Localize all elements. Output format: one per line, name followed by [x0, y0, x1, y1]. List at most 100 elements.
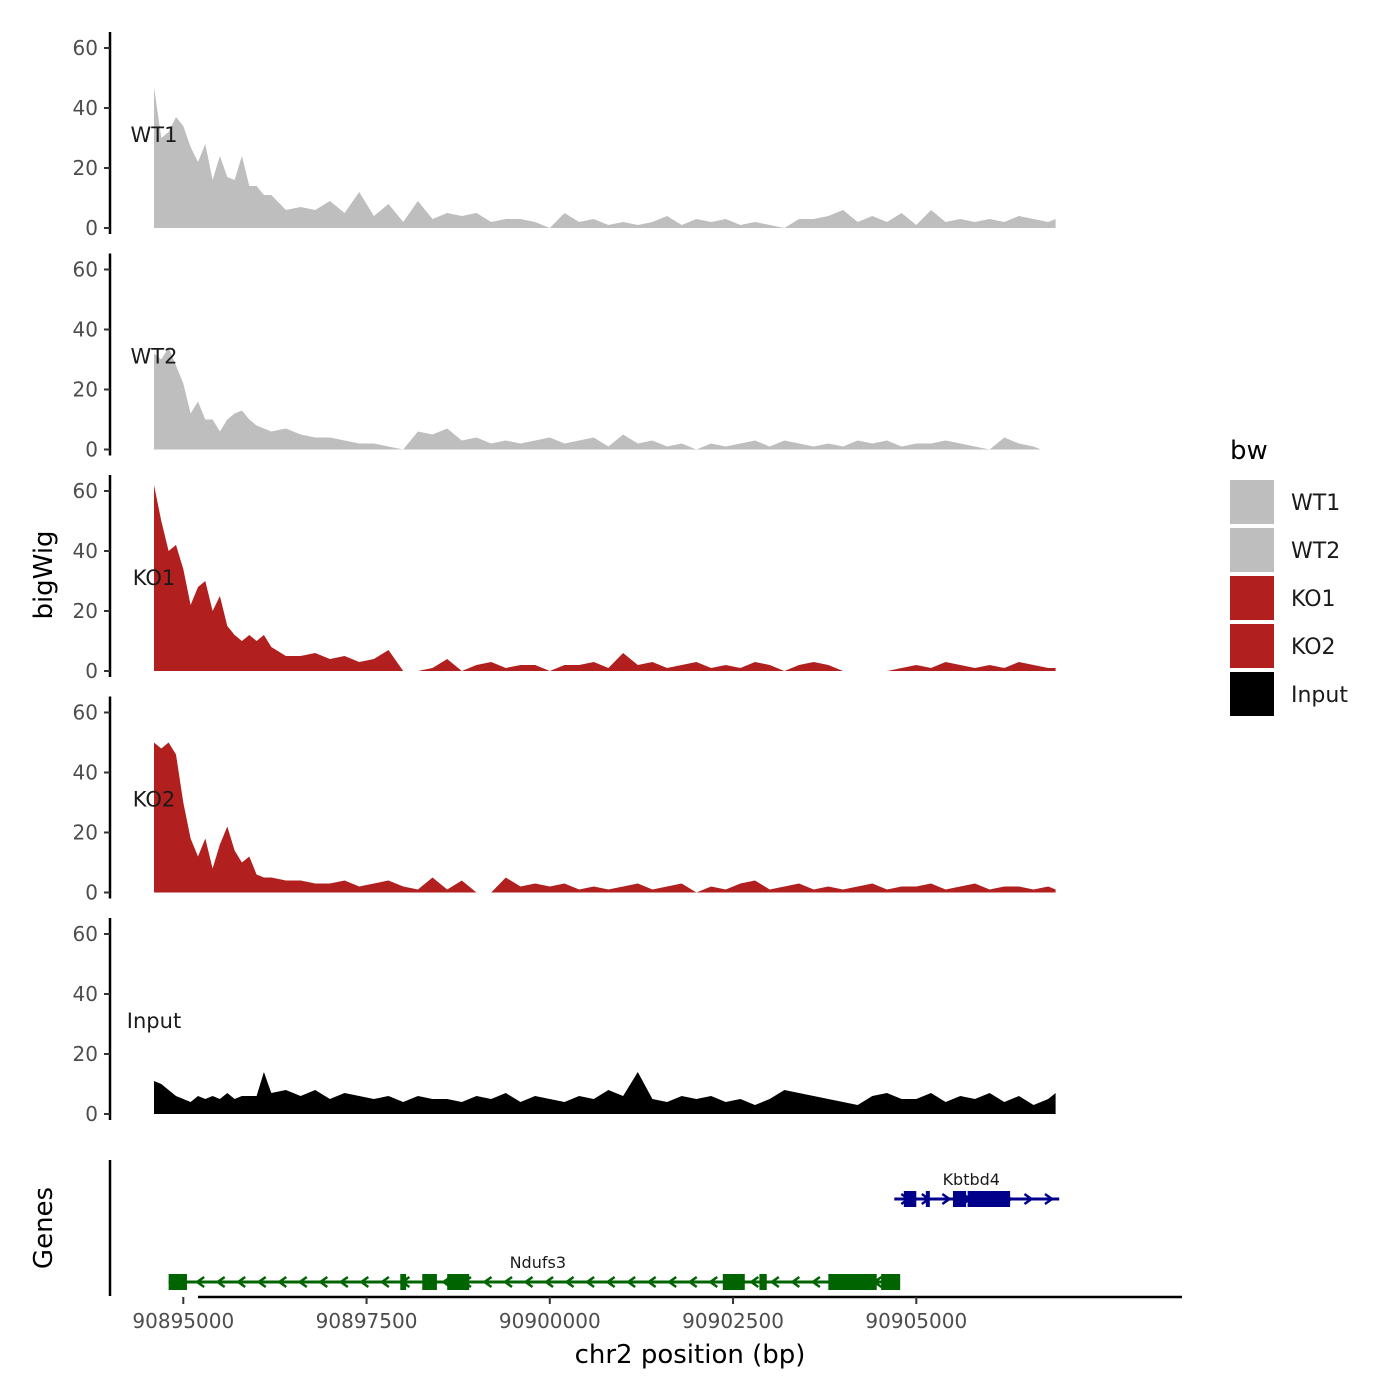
strand-arrow	[297, 1275, 308, 1289]
gene-exon	[447, 1274, 470, 1290]
gene-exon	[903, 1191, 917, 1207]
y-tick-label: 40	[73, 982, 98, 1006]
x-tick-label: 90902500	[682, 1309, 784, 1333]
x-tick-label: 90895000	[132, 1309, 234, 1333]
y-tick-label: 20	[73, 599, 98, 623]
strand-arrow	[810, 1275, 821, 1289]
legend-item: Input	[1230, 672, 1348, 716]
y-tick-label: 40	[73, 761, 98, 785]
coverage-tracks: 0 20 40 60 WT1 0 20 40 60 WT2 0 20 40 60 KO1 0 20 40 60 KO2…	[73, 32, 1056, 1126]
y-tick-label: 60	[73, 922, 98, 946]
strand-arrow	[605, 1275, 616, 1289]
gene-exon	[881, 1274, 901, 1290]
coverage-area-wt1	[154, 87, 1056, 228]
gene-exon	[925, 1191, 930, 1207]
strand-arrow	[626, 1275, 636, 1289]
y-tick-label: 60	[73, 258, 98, 282]
track-label: WT2	[131, 345, 178, 369]
legend-item: WT2	[1230, 528, 1340, 572]
y-tick-label: 20	[73, 1042, 98, 1066]
strand-arrow	[687, 1275, 698, 1289]
strand-arrow	[667, 1275, 677, 1289]
strand-arrow	[277, 1275, 287, 1289]
legend-item: KO2	[1230, 624, 1336, 668]
y-tick-label: 60	[73, 36, 98, 60]
gene-label: Kbtbd4	[943, 1170, 1000, 1189]
track-ko1: 0 20 40 60 KO1	[73, 475, 1056, 683]
coverage-area-input	[154, 1072, 1056, 1114]
y-tick-label: 20	[73, 821, 98, 845]
y-tick-label: 60	[73, 479, 98, 503]
x-axis: 90895000 90897500 90900000 90902500 90905000	[132, 1295, 1182, 1333]
legend-label: WT1	[1291, 491, 1340, 516]
track-ko2: 0 20 40 60 KO2	[73, 696, 1056, 905]
coverage-area-ko1	[154, 485, 1056, 671]
gene-panel: Ndufs3 Kbtbd4	[108, 1160, 1060, 1296]
gene-exon	[967, 1191, 1011, 1207]
gene-exon	[168, 1274, 187, 1290]
legend-item: WT1	[1230, 480, 1340, 524]
strand-arrow	[215, 1275, 226, 1289]
gene-ndufs3: Ndufs3	[168, 1253, 901, 1290]
y-tick-label: 60	[73, 701, 98, 725]
coverage-area-ko2	[154, 742, 1056, 893]
legend-label: WT2	[1291, 539, 1340, 564]
y-tick-label: 40	[73, 539, 98, 563]
y-tick-label: 0	[85, 1102, 98, 1126]
gene-exon	[422, 1274, 437, 1290]
strand-arrow	[195, 1275, 205, 1289]
y-tick-label: 20	[73, 156, 98, 180]
strand-arrow	[543, 1275, 554, 1289]
legend-swatch	[1230, 672, 1274, 716]
track-label: KO1	[133, 566, 176, 590]
y-tick-label: 0	[85, 216, 98, 240]
strand-arrow	[359, 1275, 370, 1289]
strand-arrow	[482, 1275, 493, 1289]
strand-arrow	[790, 1275, 801, 1289]
gene-exon	[952, 1191, 967, 1207]
strand-arrow	[379, 1275, 390, 1289]
strand-arrow	[256, 1275, 267, 1289]
y-axis-title: bigWig	[29, 530, 59, 619]
gene-exon	[759, 1274, 767, 1290]
legend-swatch	[1230, 528, 1274, 572]
coverage-area-wt2	[154, 347, 1041, 450]
strand-arrow	[646, 1275, 657, 1289]
gene-kbtbd4: Kbtbd4	[894, 1170, 1060, 1207]
gene-label: Ndufs3	[510, 1253, 566, 1272]
legend-label: KO2	[1291, 635, 1336, 660]
strand-arrow	[1023, 1192, 1034, 1206]
strand-arrow	[318, 1275, 329, 1289]
strand-arrow	[769, 1275, 780, 1289]
y-tick-label: 0	[85, 438, 98, 462]
track-wt2: 0 20 40 60 WT2	[73, 253, 1041, 462]
strand-arrow	[502, 1275, 513, 1289]
y-tick-label: 0	[85, 881, 98, 905]
strand-arrow	[1044, 1192, 1055, 1206]
strand-arrow	[564, 1275, 575, 1289]
legend: bw WT1 WT2 KO1 KO2 Input	[1230, 436, 1348, 716]
gene-exon	[828, 1274, 877, 1290]
strand-arrow	[941, 1192, 952, 1206]
strand-arrow	[523, 1275, 534, 1289]
legend-label: KO1	[1291, 587, 1336, 612]
track-label: WT1	[131, 123, 178, 147]
track-label: KO2	[133, 788, 176, 812]
strand-arrow	[584, 1275, 595, 1289]
x-axis-title: chr2 position (bp)	[575, 1340, 806, 1370]
track-label: Input	[127, 1009, 181, 1033]
legend-swatch	[1230, 624, 1274, 668]
y-tick-label: 20	[73, 378, 98, 402]
legend-label: Input	[1291, 683, 1348, 708]
y-tick-label: 40	[73, 96, 98, 120]
genes-axis-title: Genes	[29, 1187, 59, 1269]
strand-arrow	[708, 1275, 718, 1289]
track-wt1: 0 20 40 60 WT1	[73, 32, 1056, 240]
strand-arrow	[338, 1275, 349, 1289]
x-tick-label: 90900000	[499, 1309, 601, 1333]
legend-title: bw	[1230, 436, 1268, 466]
gene-exon	[400, 1274, 407, 1290]
y-tick-label: 0	[85, 659, 98, 683]
x-tick-label: 90897500	[316, 1309, 418, 1333]
